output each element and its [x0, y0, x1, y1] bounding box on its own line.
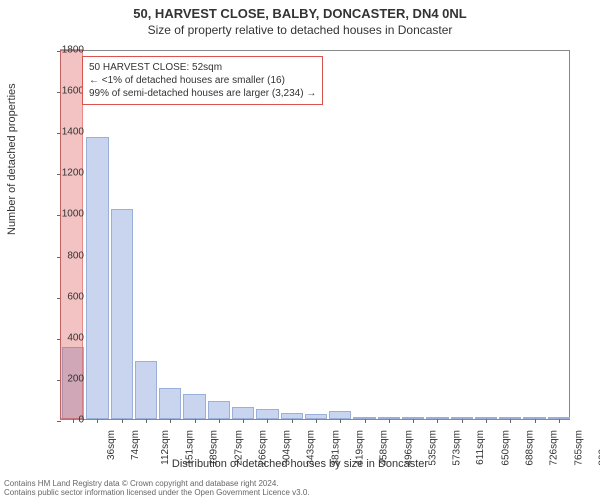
bar: [86, 137, 108, 419]
credits-line1: Contains HM Land Registry data © Crown c…: [4, 479, 310, 489]
annotation-line1: 50 HARVEST CLOSE: 52sqm: [89, 61, 316, 74]
xtick-label: 112sqm: [160, 430, 171, 465]
credits-line2: Contains public sector information licen…: [4, 488, 310, 498]
xtick-label: 726sqm: [549, 430, 560, 466]
bar: [159, 388, 181, 419]
xtick-label: 419sqm: [355, 430, 366, 466]
title-main: 50, HARVEST CLOSE, BALBY, DONCASTER, DN4…: [0, 0, 600, 21]
xtick-label: 496sqm: [403, 430, 414, 466]
xtick-label: 535sqm: [427, 430, 438, 466]
annotation-line3: 99% of semi-detached houses are larger (…: [89, 87, 316, 100]
annotation-line2: ← <1% of detached houses are smaller (16…: [89, 74, 316, 87]
bar: [111, 209, 133, 419]
ytick-label: 600: [67, 291, 84, 302]
xtick-label: 573sqm: [452, 430, 463, 466]
xtick-label: 650sqm: [500, 430, 511, 466]
ytick-label: 200: [67, 373, 84, 384]
xtick-label: 304sqm: [282, 430, 293, 466]
xtick-label: 611sqm: [475, 430, 486, 465]
ytick-label: 800: [67, 250, 84, 261]
ytick-label: 0: [78, 415, 84, 426]
bar: [208, 401, 230, 420]
xtick-label: 458sqm: [379, 430, 390, 466]
xtick-label: 189sqm: [209, 430, 220, 466]
xtick-label: 227sqm: [233, 430, 244, 466]
ytick-label: 1800: [62, 45, 84, 56]
bar: [135, 361, 157, 419]
y-axis-label: Number of detached properties: [6, 83, 18, 235]
credits: Contains HM Land Registry data © Crown c…: [4, 479, 310, 498]
bar: [183, 394, 205, 419]
xtick-label: 688sqm: [525, 430, 536, 466]
xtick-label: 343sqm: [306, 430, 317, 466]
bar: [329, 411, 351, 419]
ytick-label: 1200: [62, 168, 84, 179]
plot-area: [60, 50, 570, 420]
xtick-label: 765sqm: [573, 430, 584, 466]
annotation-box: 50 HARVEST CLOSE: 52sqm ← <1% of detache…: [82, 56, 323, 105]
xtick-label: 74sqm: [130, 430, 141, 460]
bar: [232, 407, 254, 419]
ytick-label: 1400: [62, 127, 84, 138]
xtick-label: 151sqm: [185, 430, 196, 466]
ytick-label: 1000: [62, 209, 84, 220]
xtick-label: 381sqm: [330, 430, 341, 466]
highlight-bar: [60, 49, 82, 419]
ytick-label: 1600: [62, 86, 84, 97]
chart-container: [60, 50, 570, 420]
title-sub: Size of property relative to detached ho…: [0, 21, 600, 37]
xtick-label: 266sqm: [257, 430, 268, 466]
ytick-label: 400: [67, 332, 84, 343]
xtick-label: 36sqm: [106, 430, 117, 460]
bar: [256, 409, 278, 419]
